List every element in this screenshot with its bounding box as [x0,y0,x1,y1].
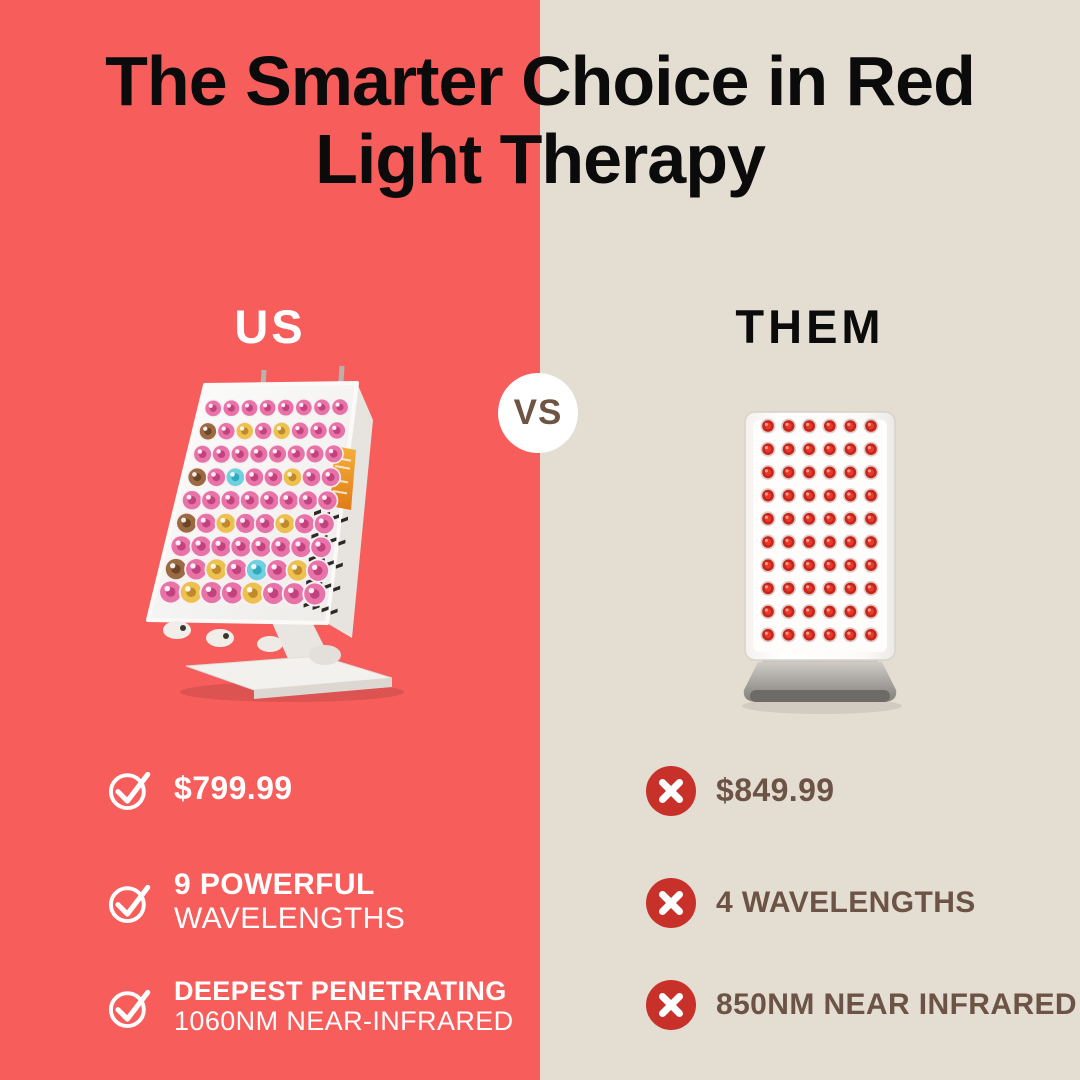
them-column-heading: THEM [735,300,885,353]
us-product-image [120,360,440,720]
us-wavelengths-text: 9 POWERFUL WAVELENGTHS [174,868,406,935]
them-product-image [710,390,960,720]
x-circle-icon [646,766,696,816]
them-wavelengths-text: 4 WAVELENGTHS [716,886,976,920]
us-penetration-text: DEEPEST PENETRATING 1060NM NEAR-INFRARED [174,976,514,1037]
title-line-2: Light Therapy [315,120,766,199]
them-panel-illustration [742,411,902,714]
them-feature-wavelengths: 4 WAVELENGTHS [646,878,976,928]
them-infrared-text: 850NM NEAR INFRARED [716,988,1077,1022]
us-feature-penetration: DEEPEST PENETRATING 1060NM NEAR-INFRARED [107,976,514,1036]
them-feature-infrared: 850NM NEAR INFRARED [646,980,1077,1030]
us-column-heading: US [234,300,306,353]
us-panel-illustration [146,365,404,702]
vs-label: VS [513,393,563,432]
us-feature-wavelengths: 9 POWERFUL WAVELENGTHS [107,868,405,935]
check-circle-icon [107,983,154,1030]
page-title: The Smarter Choice in Red Light Therapy [0,42,1080,199]
us-feature-price: $799.99 [107,765,292,812]
vs-badge: VS [498,373,578,453]
check-circle-icon [107,765,154,812]
them-price: $849.99 [716,772,835,809]
check-circle-icon [107,878,154,925]
x-circle-icon [646,878,696,928]
x-circle-icon [646,980,696,1030]
us-price: $799.99 [174,769,293,806]
them-feature-price: $849.99 [646,766,834,816]
title-line-1: The Smarter Choice in Red [105,42,976,120]
